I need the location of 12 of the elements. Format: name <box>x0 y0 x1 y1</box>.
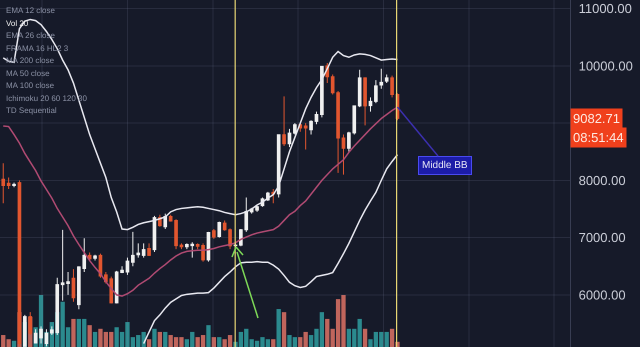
annotation: EMA 12 close <box>6 6 56 15</box>
y-tick-label: 6000.00 <box>578 287 626 302</box>
annotation: MA 100 close <box>6 81 55 90</box>
y-tick-label: 11000.00 <box>578 1 632 16</box>
text: Middle BB <box>422 160 468 171</box>
y-tick-label: 7000.00 <box>578 230 626 246</box>
y-tick-label: 8000.00 <box>578 172 626 188</box>
annotation: TD Sequential <box>6 106 57 115</box>
annotation: MA 50 close <box>6 69 50 78</box>
text: 08:51:44 <box>573 130 624 145</box>
y-tick-label: 10000.00 <box>578 58 633 74</box>
text: 9082.71 <box>573 111 620 126</box>
